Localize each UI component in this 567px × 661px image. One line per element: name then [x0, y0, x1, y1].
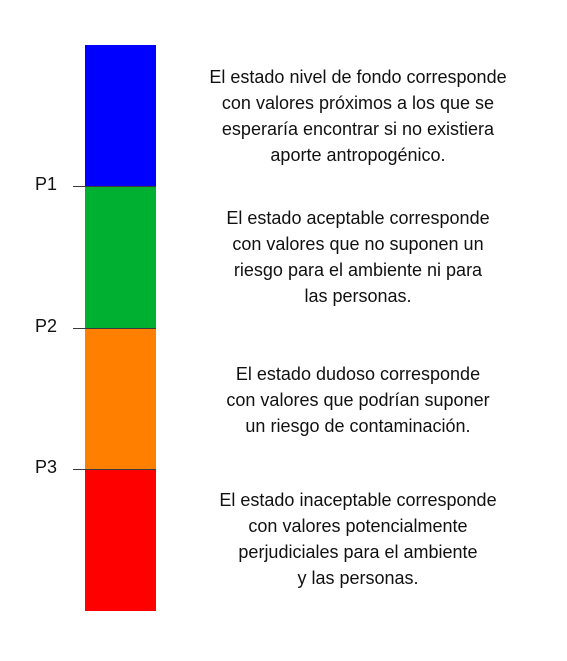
band-aceptable — [85, 186, 156, 328]
description-line: con valores que no suponen un — [232, 234, 484, 254]
description-line: con valores que podrían suponer — [226, 390, 490, 410]
threshold-tick-p2 — [73, 328, 156, 329]
description-line: las personas. — [304, 286, 412, 306]
description-line: riesgo para el ambiente ni para — [233, 260, 483, 280]
description-line: El estado dudoso corresponde — [235, 364, 481, 384]
description-inaceptable: El estado inaceptable corresponde con va… — [168, 487, 548, 591]
color-scale-bar — [85, 45, 156, 611]
description-line: esperaría encontrar si no existiera — [221, 119, 495, 139]
description-line: El estado aceptable corresponde — [226, 208, 490, 228]
description-nivel-de-fondo: El estado nivel de fondo corresponde con… — [168, 64, 548, 168]
description-line: aporte antropogénico. — [270, 145, 446, 165]
description-line: El estado nivel de fondo corresponde — [209, 67, 507, 87]
description-dudoso: El estado dudoso corresponde con valores… — [168, 361, 548, 439]
threshold-tick-p1 — [73, 186, 156, 187]
description-line: un riesgo de contaminación. — [245, 416, 471, 436]
threshold-label-p1: P1 — [35, 174, 58, 194]
description-line: con valores potencialmente — [248, 516, 468, 536]
band-nivel-de-fondo — [85, 45, 156, 187]
description-line: con valores próximos a los que se — [221, 93, 495, 113]
description-line: El estado inaceptable corresponde — [219, 490, 497, 510]
threshold-label-p2: P2 — [35, 316, 58, 336]
band-inaceptable — [85, 469, 156, 611]
description-aceptable: El estado aceptable corresponde con valo… — [168, 205, 548, 309]
threshold-tick-p3 — [73, 469, 156, 470]
band-dudoso — [85, 328, 156, 470]
description-line: y las personas. — [297, 568, 419, 588]
threshold-label-p3: P3 — [35, 457, 58, 477]
description-line: perjudiciales para el ambiente — [238, 542, 478, 562]
